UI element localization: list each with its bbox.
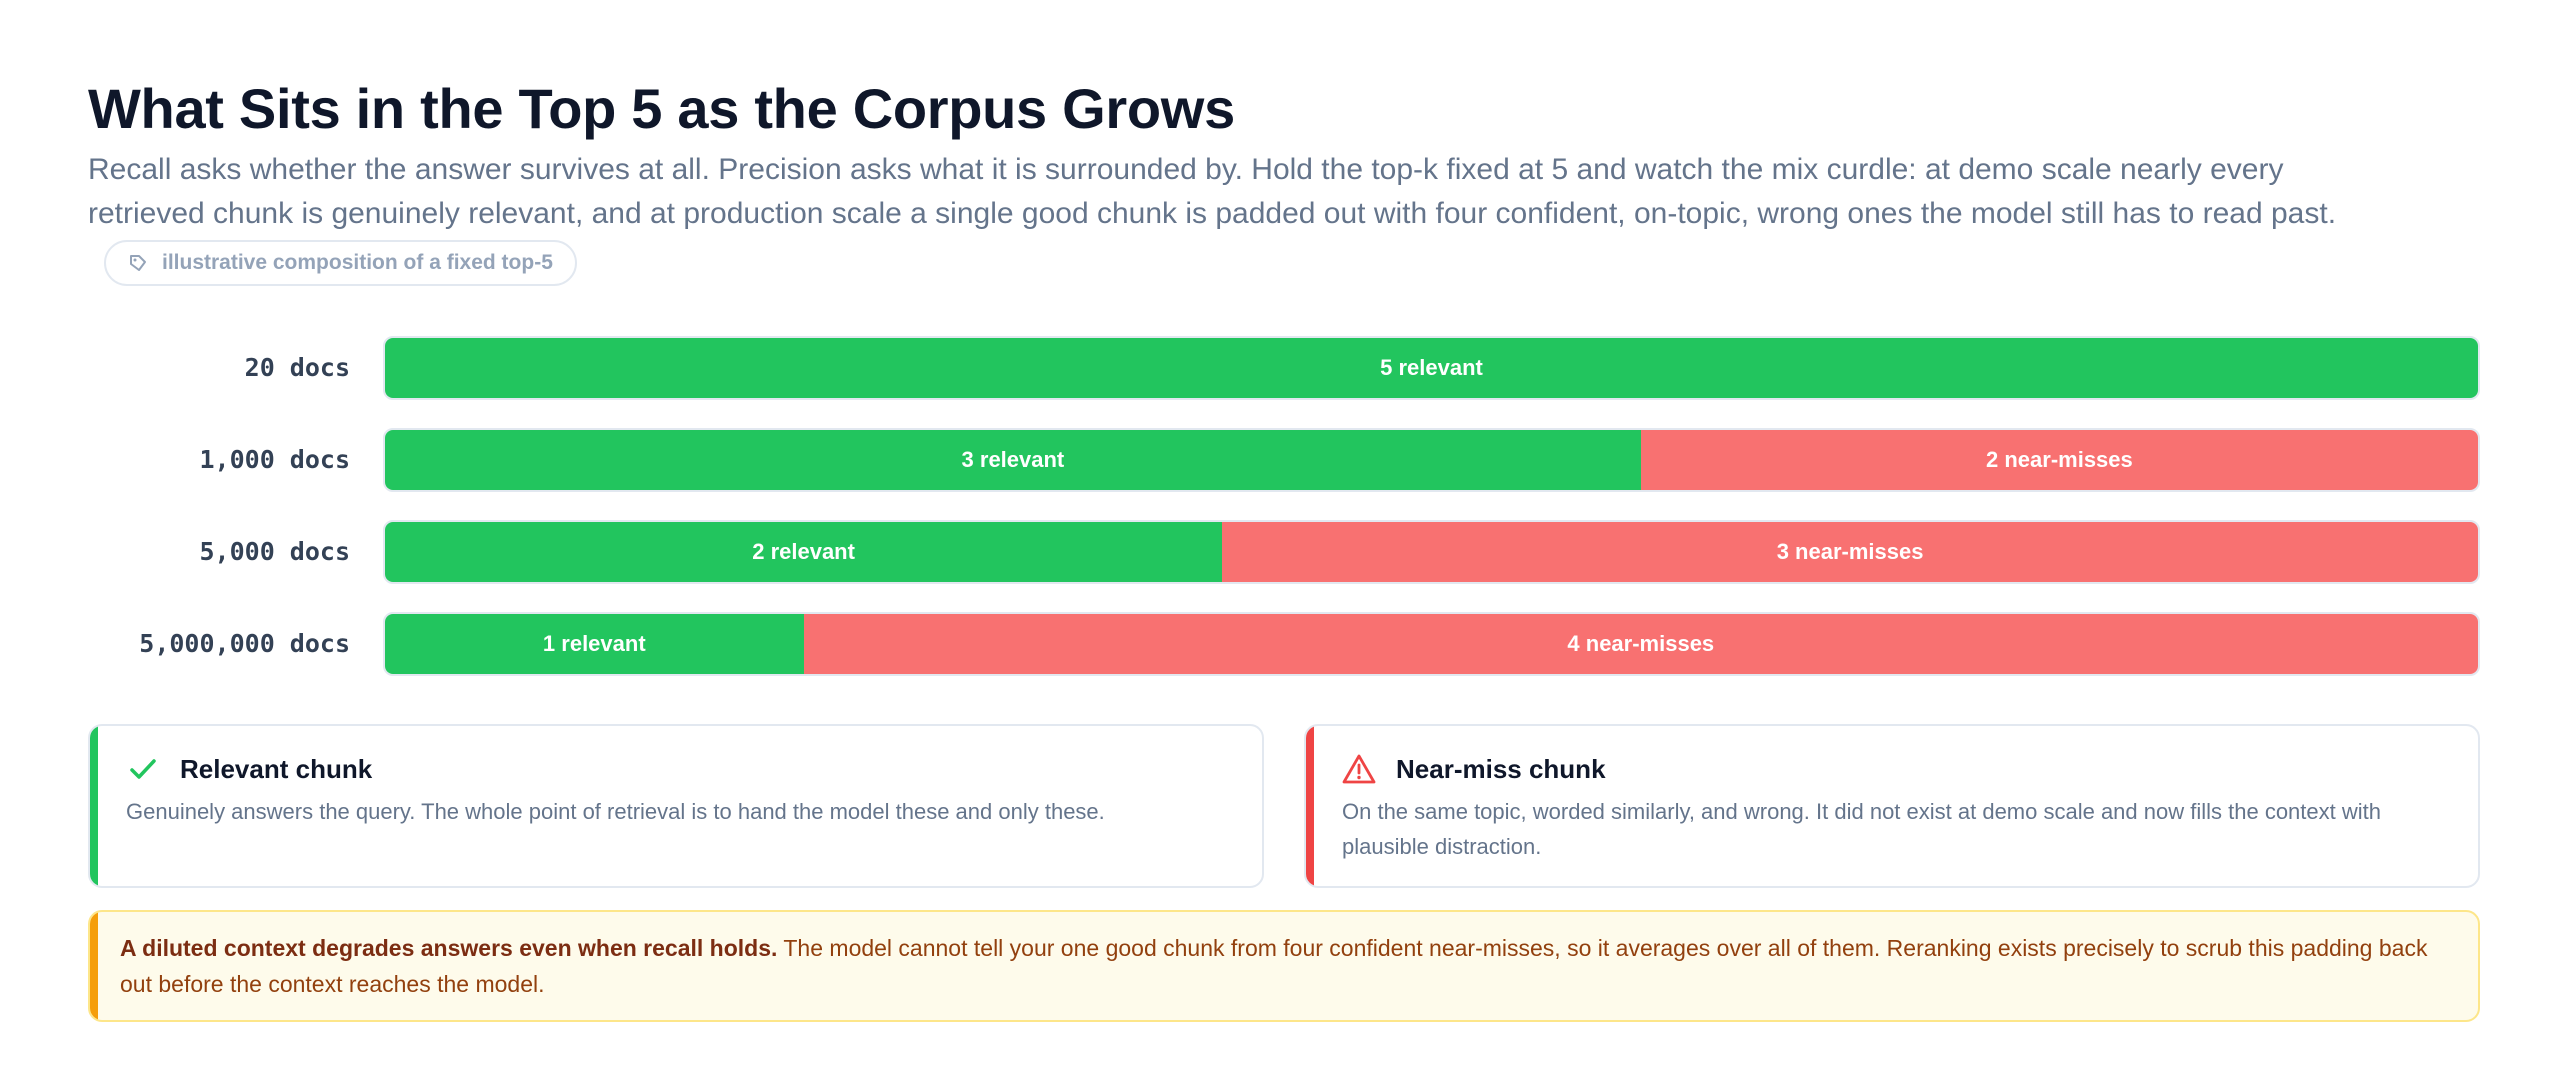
- relevant-accent-bar: [90, 726, 98, 886]
- tag-icon: [130, 255, 146, 271]
- segment-label: 5 relevant: [1380, 355, 1483, 380]
- segment-label: 3 relevant: [961, 447, 1065, 472]
- category-label: 1,000 docs: [199, 445, 350, 474]
- relevant-segment: 1 relevant: [385, 614, 804, 674]
- near-miss-segment: 3 near-misses: [1222, 522, 2478, 582]
- segment-label: 2 near-misses: [1986, 447, 2133, 472]
- near-miss-segment: 4 near-misses: [803, 614, 2478, 674]
- callout-text: A diluted context degrades answers even …: [120, 930, 2438, 1002]
- segment-label: 4 near-misses: [1567, 631, 1715, 656]
- legend-card-relevant: Relevant chunk Genuinely answers the que…: [88, 724, 1264, 888]
- category-label: 5,000,000 docs: [139, 629, 350, 658]
- callout-body: The model cannot tell your one good chun…: [120, 935, 2428, 997]
- illustrative-badge: illustrative composition of a fixed top-…: [104, 240, 577, 286]
- legend-card-near-miss: Near-miss chunk On the same topic, worde…: [1304, 724, 2480, 888]
- segment-label: 2 relevant: [752, 539, 855, 564]
- segment-label: 3 near-misses: [1776, 539, 1924, 564]
- bar-row: 1,000 docs 3 relevant 2 near-misses: [88, 428, 2480, 492]
- callout-accent-bar: [90, 912, 98, 1020]
- bar-row: 5,000,000 docs 1 relevant 4 near-misses: [88, 612, 2480, 676]
- segment-label: 1 relevant: [542, 631, 646, 656]
- badge-label: illustrative composition of a fixed top-…: [162, 251, 553, 274]
- stacked-bar: 3 relevant 2 near-misses: [383, 428, 2480, 492]
- category-label: 20 docs: [244, 353, 350, 382]
- near-miss-accent-bar: [1306, 726, 1314, 886]
- callout-box: A diluted context degrades answers even …: [88, 910, 2480, 1022]
- bar-row: 5,000 docs 2 relevant 3 near-misses: [88, 520, 2480, 584]
- relevant-segment: 5 relevant: [385, 338, 2478, 398]
- page-subtitle: Recall asks whether the answer survives …: [88, 153, 2337, 230]
- warning-icon: [1342, 752, 1376, 786]
- stacked-bar: 5 relevant: [383, 336, 2480, 400]
- near-miss-segment: 2 near-misses: [1640, 430, 2478, 490]
- callout-bold: A diluted context degrades answers even …: [120, 935, 778, 961]
- relevant-card-title: Relevant chunk: [180, 753, 373, 784]
- category-label: 5,000 docs: [199, 537, 350, 566]
- page-title: What Sits in the Top 5 as the Corpus Gro…: [88, 77, 1235, 140]
- relevant-segment: 2 relevant: [385, 522, 1223, 582]
- stacked-bar: 1 relevant 4 near-misses: [383, 612, 2480, 676]
- near-miss-card-title: Near-miss chunk: [1396, 753, 1606, 784]
- near-miss-card-header: Near-miss chunk: [1342, 752, 1606, 786]
- relevant-card-header: Relevant chunk: [126, 752, 372, 786]
- stacked-bar: 2 relevant 3 near-misses: [383, 520, 2480, 584]
- near-miss-card-body: On the same topic, worded similarly, and…: [1342, 799, 2381, 859]
- check-icon: [126, 752, 160, 786]
- bar-row: 20 docs 5 relevant: [88, 336, 2480, 400]
- relevant-segment: 3 relevant: [385, 430, 1641, 490]
- relevant-card-body: Genuinely answers the query. The whole p…: [126, 799, 1105, 824]
